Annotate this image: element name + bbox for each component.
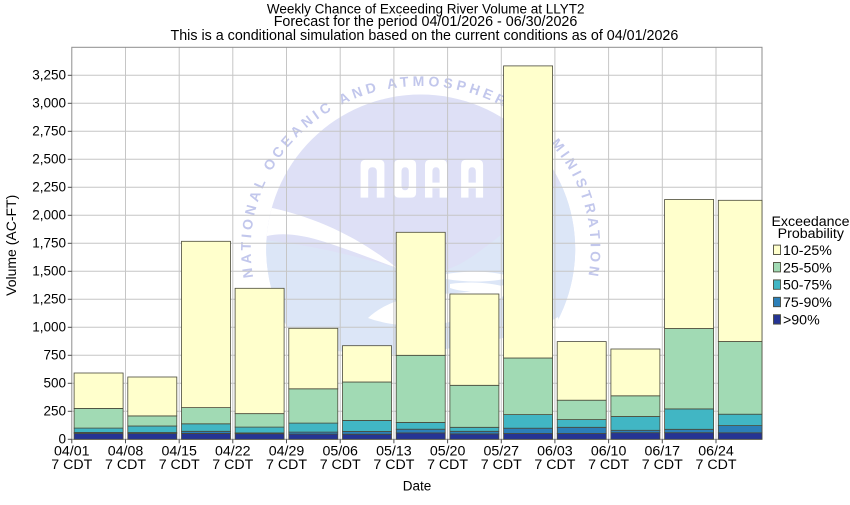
svg-text:Volume (AC-FT): Volume (AC-FT) [3, 195, 19, 296]
svg-text:05/27: 05/27 [484, 443, 520, 459]
svg-text:7 CDT: 7 CDT [212, 457, 253, 473]
svg-text:3,250: 3,250 [32, 68, 66, 83]
svg-text:1,250: 1,250 [32, 292, 66, 307]
svg-text:04/08: 04/08 [108, 443, 144, 459]
svg-text:05/13: 05/13 [376, 443, 412, 459]
svg-text:2,250: 2,250 [32, 180, 66, 195]
svg-text:7 CDT: 7 CDT [159, 457, 200, 473]
svg-text:04/15: 04/15 [161, 443, 197, 459]
svg-text:50-75%: 50-75% [783, 278, 832, 294]
svg-text:0: 0 [58, 432, 66, 447]
svg-text:2,000: 2,000 [32, 208, 66, 223]
svg-text:7 CDT: 7 CDT [266, 457, 307, 473]
svg-text:7 CDT: 7 CDT [481, 457, 522, 473]
svg-text:2,500: 2,500 [32, 152, 66, 167]
svg-text:7 CDT: 7 CDT [105, 457, 146, 473]
svg-text:06/24: 06/24 [698, 443, 734, 459]
svg-text:This is a conditional simulati: This is a conditional simulation based o… [170, 28, 678, 44]
svg-text:06/17: 06/17 [645, 443, 681, 459]
svg-text:7 CDT: 7 CDT [696, 457, 737, 473]
svg-text:>90%: >90% [783, 313, 820, 329]
svg-text:750: 750 [43, 348, 66, 363]
svg-text:Probability: Probability [778, 226, 845, 242]
svg-text:06/10: 06/10 [591, 443, 627, 459]
svg-text:04/29: 04/29 [269, 443, 305, 459]
svg-text:2,750: 2,750 [32, 124, 66, 139]
svg-text:7 CDT: 7 CDT [320, 457, 361, 473]
svg-text:06/03: 06/03 [537, 443, 573, 459]
svg-text:Weekly Chance of Exceeding Riv: Weekly Chance of Exceeding River Volume … [267, 1, 585, 16]
svg-text:04/22: 04/22 [215, 443, 251, 459]
svg-text:7 CDT: 7 CDT [588, 457, 629, 473]
svg-text:05/06: 05/06 [322, 443, 358, 459]
svg-text:1,500: 1,500 [32, 264, 66, 279]
svg-text:7 CDT: 7 CDT [642, 457, 683, 473]
svg-text:10-25%: 10-25% [783, 243, 832, 259]
svg-text:Exceedance: Exceedance [771, 214, 849, 230]
svg-text:05/20: 05/20 [430, 443, 466, 459]
svg-text:500: 500 [43, 376, 66, 391]
svg-text:Forecast for the period 04/01/: Forecast for the period 04/01/2026 - 06/… [274, 14, 578, 30]
svg-text:3,000: 3,000 [32, 96, 66, 111]
svg-text:250: 250 [43, 404, 66, 419]
svg-text:Date: Date [403, 478, 432, 493]
svg-text:7 CDT: 7 CDT [534, 457, 575, 473]
svg-text:1,750: 1,750 [32, 236, 66, 251]
svg-text:7 CDT: 7 CDT [51, 457, 92, 473]
svg-text:1,000: 1,000 [32, 320, 66, 335]
svg-text:75-90%: 75-90% [783, 295, 832, 311]
svg-text:7 CDT: 7 CDT [427, 457, 468, 473]
svg-text:7 CDT: 7 CDT [373, 457, 414, 473]
svg-text:04/01: 04/01 [54, 443, 90, 459]
svg-text:25-50%: 25-50% [783, 260, 832, 276]
